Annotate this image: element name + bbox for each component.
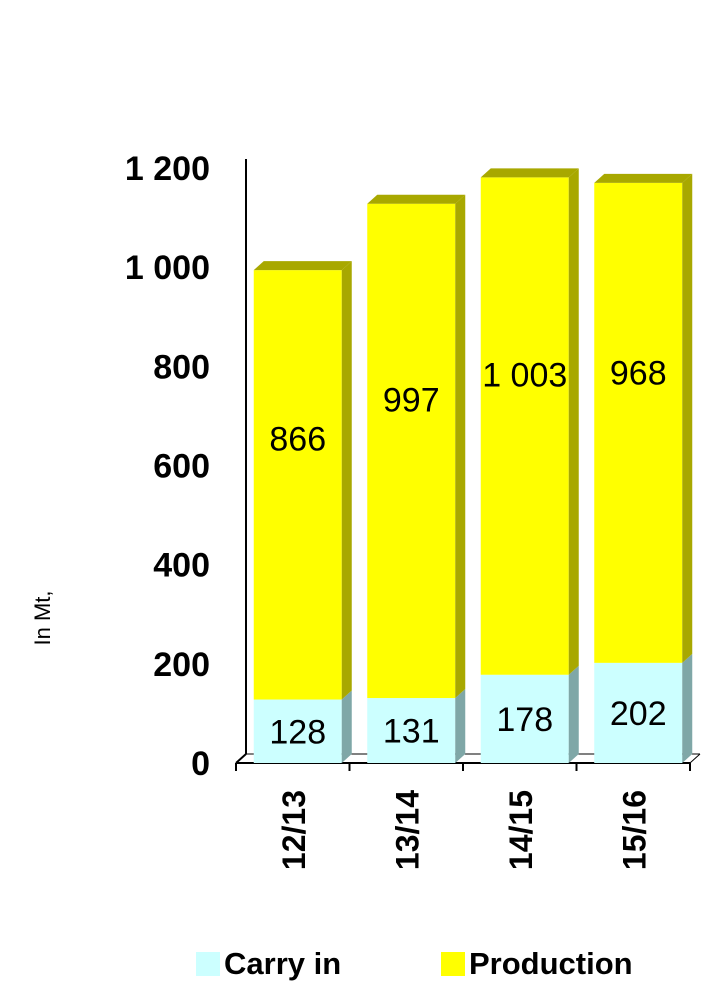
legend-label-production: Production	[469, 946, 633, 981]
x-tick-label-15-16: 15/16	[616, 790, 652, 870]
stacked-bar-chart: 128 866 131 997 178 1 003 202 968 0 200 400 600 800…	[30, 150, 701, 870]
bar-production-14-15-side	[568, 168, 579, 675]
y-tick-label-400: 400	[153, 547, 210, 585]
data-label-carry-in-14-15: 178	[496, 701, 553, 739]
y-tick-label-1-200: 1 200	[125, 150, 210, 188]
y-tick-label-800: 800	[153, 348, 210, 386]
legend-item-production: Production	[441, 946, 633, 982]
data-label-carry-in-12-13: 128	[269, 713, 326, 751]
chart-legend: Carry in Production	[0, 946, 702, 982]
bar-production-13-14-top	[367, 194, 466, 204]
x-axis-ticks: 12/13 13/14 14/15 15/16	[276, 790, 653, 870]
bar-production-12-13-top	[253, 261, 352, 271]
legend-swatch-carry-in	[196, 952, 220, 976]
bar-production-13-14-side	[455, 194, 466, 699]
y-axis-ticks: 0 200 400 600 800 1 000 1 200	[125, 150, 210, 783]
bar-production-14-15	[480, 177, 569, 675]
data-label-production-12-13: 866	[269, 420, 326, 458]
bar-production-15-16-side	[682, 173, 693, 663]
data-label-production-13-14: 997	[383, 381, 440, 419]
bar-production-15-16-top	[594, 173, 693, 183]
chart-bars	[253, 168, 693, 763]
y-tick-label-200: 200	[153, 646, 210, 684]
y-tick-label-1-000: 1 000	[125, 249, 210, 287]
bar-production-13-14	[367, 203, 456, 699]
legend-label-carry-in: Carry in	[224, 946, 342, 981]
bar-carry-in-12-13-side	[341, 690, 352, 763]
bar-carry-in-13-14	[367, 698, 456, 763]
data-label-carry-in-15-16: 202	[610, 695, 667, 733]
legend-item-carry-in: Carry in	[196, 946, 341, 982]
y-tick-label-600: 600	[153, 448, 210, 486]
x-tick-label-12-13: 12/13	[276, 790, 312, 870]
floor-corner-line	[235, 753, 247, 764]
bar-carry-in-13-14-side	[455, 689, 466, 763]
bar-carry-in-14-15	[480, 674, 569, 763]
bar-production-12-13-side	[341, 261, 352, 700]
data-label-carry-in-13-14: 131	[383, 713, 440, 751]
data-label-production-15-16: 968	[610, 354, 667, 392]
y-tick-label-0: 0	[191, 745, 210, 783]
bar-carry-in-14-15-side	[568, 665, 579, 763]
bar-carry-in-15-16-side	[682, 653, 693, 763]
chart-data-labels: 128 866 131 997 178 1 003 202 968	[269, 354, 666, 751]
x-tick-label-14-15: 14/15	[503, 790, 539, 870]
bar-carry-in-15-16	[594, 662, 683, 763]
bar-production-12-13	[253, 270, 342, 700]
data-label-production-14-15: 1 003	[482, 356, 567, 394]
floor-right-line	[689, 753, 701, 764]
x-tick-label-13-14: 13/14	[389, 790, 425, 870]
bar-carry-in-12-13	[253, 699, 342, 763]
legend-swatch-production	[441, 952, 465, 976]
bar-production-14-15-top	[480, 168, 579, 178]
bar-production-15-16	[594, 182, 683, 663]
y-axis-label: In Mt,	[30, 590, 55, 645]
